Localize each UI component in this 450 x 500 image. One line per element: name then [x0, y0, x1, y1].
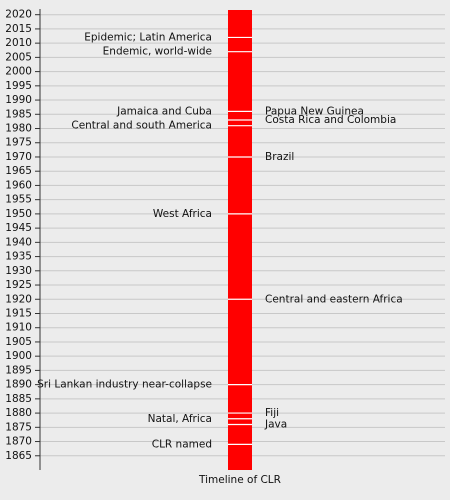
y-tick-label: 1995 — [5, 80, 32, 92]
event-label: Papua New Guinea — [265, 105, 364, 117]
event-label: Endemic, world-wide — [103, 46, 212, 58]
y-tick-label: 1895 — [5, 364, 32, 376]
y-tick-label: 1985 — [5, 108, 32, 120]
y-tick-label: 1880 — [5, 407, 32, 419]
y-tick-label: 1955 — [5, 194, 32, 206]
event-label: Epidemic; Latin America — [84, 31, 212, 43]
y-tick-label: 2015 — [5, 23, 32, 35]
event-label: Sri Lankan industry near-collapse — [37, 379, 212, 391]
y-tick-label: 2020 — [5, 9, 32, 21]
y-tick-label: 1865 — [5, 450, 32, 462]
y-tick-label: 1950 — [5, 208, 32, 220]
y-tick-label: 1905 — [5, 336, 32, 348]
y-tick-label: 1900 — [5, 350, 32, 362]
event-label: Natal, Africa — [148, 413, 212, 425]
timeline-bar — [228, 10, 252, 470]
y-tick-label: 2005 — [5, 51, 32, 63]
y-tick-label: 1970 — [5, 151, 32, 163]
y-tick-label: 1980 — [5, 123, 32, 135]
event-label: Fiji — [265, 407, 279, 419]
y-tick-label: 1915 — [5, 307, 32, 319]
event-label: Central and south America — [71, 120, 212, 132]
y-tick-label: 1925 — [5, 279, 32, 291]
y-tick-label: 1910 — [5, 322, 32, 334]
y-tick-label: 1975 — [5, 137, 32, 149]
event-label: Java — [264, 418, 287, 430]
y-tick-label: 1960 — [5, 179, 32, 191]
y-tick-label: 1940 — [5, 236, 32, 248]
y-tick-label: 2000 — [5, 66, 32, 78]
y-tick-label: 1920 — [5, 293, 32, 305]
event-label: Central and eastern Africa — [265, 293, 403, 305]
y-tick-label: 1965 — [5, 165, 32, 177]
y-tick-label: 1875 — [5, 421, 32, 433]
y-tick-label: 1890 — [5, 379, 32, 391]
event-label: Brazil — [265, 151, 294, 163]
y-tick-label: 1870 — [5, 436, 32, 448]
y-tick-label: 1945 — [5, 222, 32, 234]
event-label: Jamaica and Cuba — [116, 105, 212, 117]
event-label: Costa Rica and Colombia — [265, 114, 396, 126]
event-label: West Africa — [153, 208, 212, 220]
y-tick-label: 1930 — [5, 265, 32, 277]
y-tick-label: 2010 — [5, 37, 32, 49]
event-label: CLR named — [152, 438, 212, 450]
x-axis-label: Timeline of CLR — [198, 474, 281, 486]
y-tick-label: 1935 — [5, 251, 32, 263]
y-tick-label: 1990 — [5, 94, 32, 106]
y-tick-label: 1885 — [5, 393, 32, 405]
